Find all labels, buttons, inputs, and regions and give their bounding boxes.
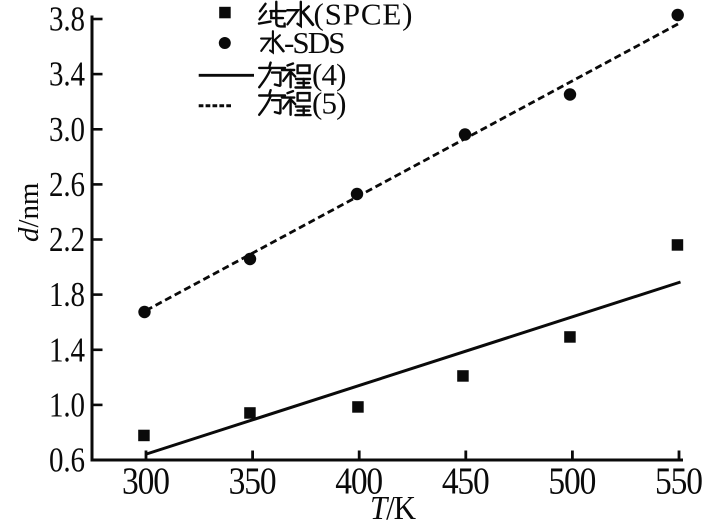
- svg-text:(SPCE): (SPCE): [314, 0, 413, 32]
- svg-text:350: 350: [229, 460, 277, 502]
- svg-text:2.2: 2.2: [49, 219, 85, 258]
- svg-text:(4): (4): [312, 57, 347, 92]
- svg-text:1.0: 1.0: [49, 385, 85, 424]
- svg-text:(5): (5): [312, 86, 347, 121]
- svg-text:500: 500: [548, 460, 596, 502]
- svg-text:3.8: 3.8: [49, 0, 85, 38]
- svg-text:1.8: 1.8: [49, 275, 85, 314]
- svg-text:-SDS: -SDS: [284, 25, 346, 60]
- svg-text:3.4: 3.4: [49, 54, 85, 93]
- svg-text:450: 450: [442, 460, 490, 502]
- svg-text:0.6: 0.6: [49, 440, 85, 479]
- svg-text:300: 300: [122, 460, 170, 502]
- svg-text:1.4: 1.4: [49, 330, 85, 369]
- svg-text:550: 550: [655, 460, 703, 502]
- svg-text:400: 400: [335, 460, 383, 502]
- svg-text:2.6: 2.6: [49, 164, 85, 203]
- svg-text:T/K: T/K: [370, 489, 416, 523]
- svg-text:d/nm: d/nm: [13, 182, 45, 242]
- svg-text:3.0: 3.0: [49, 109, 85, 148]
